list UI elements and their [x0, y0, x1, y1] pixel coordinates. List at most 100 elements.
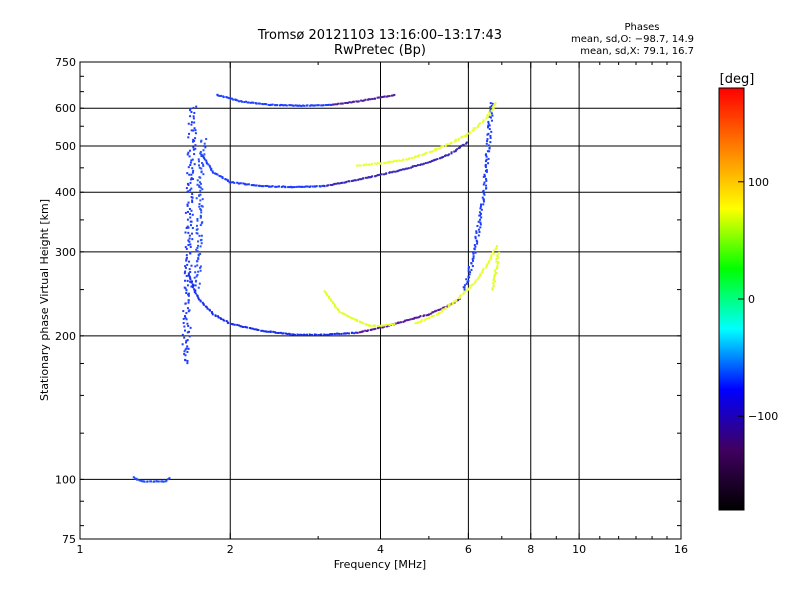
data-point [496, 265, 499, 268]
data-point [420, 154, 423, 157]
data-point [183, 286, 186, 289]
data-point [250, 184, 253, 187]
data-point [480, 203, 483, 206]
data-point [377, 96, 380, 99]
data-point [438, 147, 441, 150]
data-point [233, 181, 236, 184]
data-point [385, 172, 388, 175]
data-point [326, 294, 329, 297]
data-point [208, 164, 211, 167]
data-point [482, 119, 485, 122]
data-point [197, 240, 200, 243]
data-point [190, 121, 193, 124]
data-point [187, 183, 190, 186]
data-point [132, 476, 135, 479]
colorbar-ticks: 100 0 −100 [738, 176, 778, 423]
data-point [408, 157, 411, 160]
data-point [191, 192, 194, 195]
data-point [459, 294, 462, 297]
data-point [463, 286, 466, 289]
data-point [195, 248, 198, 251]
data-point [264, 103, 267, 106]
data-point [185, 291, 188, 294]
data-point [360, 321, 363, 324]
data-point [405, 167, 408, 170]
data-point [200, 155, 203, 158]
data-point [396, 159, 399, 162]
data-point [438, 308, 441, 311]
data-point [491, 114, 494, 117]
data-point [194, 144, 197, 147]
data-point [309, 104, 312, 107]
data-point [260, 185, 263, 188]
data-point [480, 208, 483, 211]
data-point [310, 104, 313, 107]
data-point [489, 102, 492, 105]
data-point [437, 312, 440, 315]
data-point [184, 316, 187, 319]
data-point [472, 257, 475, 260]
data-point [266, 184, 269, 187]
data-point [288, 332, 291, 335]
data-point [220, 94, 223, 97]
data-point [444, 307, 447, 310]
data-point [138, 479, 141, 482]
data-point [184, 231, 187, 234]
data-point [187, 239, 190, 242]
data-point [287, 186, 290, 189]
data-point [488, 124, 491, 127]
data-point [444, 154, 447, 157]
data-point [466, 132, 469, 135]
data-point [488, 112, 491, 115]
data-point [205, 138, 208, 141]
data-point [277, 331, 280, 334]
data-point [215, 172, 218, 175]
data-point [470, 284, 473, 287]
data-point [338, 182, 341, 185]
data-point [483, 181, 486, 184]
data-point [258, 102, 261, 105]
y-tick-label: 500 [55, 140, 76, 153]
data-point [186, 218, 189, 221]
data-point [186, 307, 189, 310]
data-point [285, 104, 288, 107]
data-point [304, 334, 307, 337]
data-point [186, 172, 189, 175]
data-point [212, 171, 215, 174]
data-point [429, 150, 432, 153]
data-point [200, 139, 203, 142]
data-point [475, 279, 478, 282]
data-point [265, 103, 268, 106]
data-point [232, 323, 235, 326]
data-point [468, 273, 471, 276]
data-point [340, 332, 343, 335]
data-point [474, 237, 477, 240]
colorbar-tick-label: −100 [748, 410, 778, 423]
data-point [196, 264, 199, 267]
data-point [477, 234, 480, 237]
data-point [358, 164, 361, 167]
data-point [474, 126, 477, 129]
data-point [346, 332, 349, 335]
data-point [198, 203, 201, 206]
data-point [210, 168, 213, 171]
data-point [374, 97, 377, 100]
data-point [164, 480, 167, 483]
data-point [188, 237, 191, 240]
data-point [200, 242, 203, 245]
data-point [493, 269, 496, 272]
data-point [454, 300, 457, 303]
data-point [371, 328, 374, 331]
data-point [186, 204, 189, 207]
data-point [353, 179, 356, 182]
data-point [184, 265, 187, 268]
data-point [478, 230, 481, 233]
data-point [398, 169, 401, 172]
data-point [297, 334, 300, 337]
data-point [416, 164, 419, 167]
data-point [134, 477, 137, 480]
data-point [489, 136, 492, 139]
data-point [274, 185, 277, 188]
data-point [485, 117, 488, 120]
data-point [472, 283, 475, 286]
